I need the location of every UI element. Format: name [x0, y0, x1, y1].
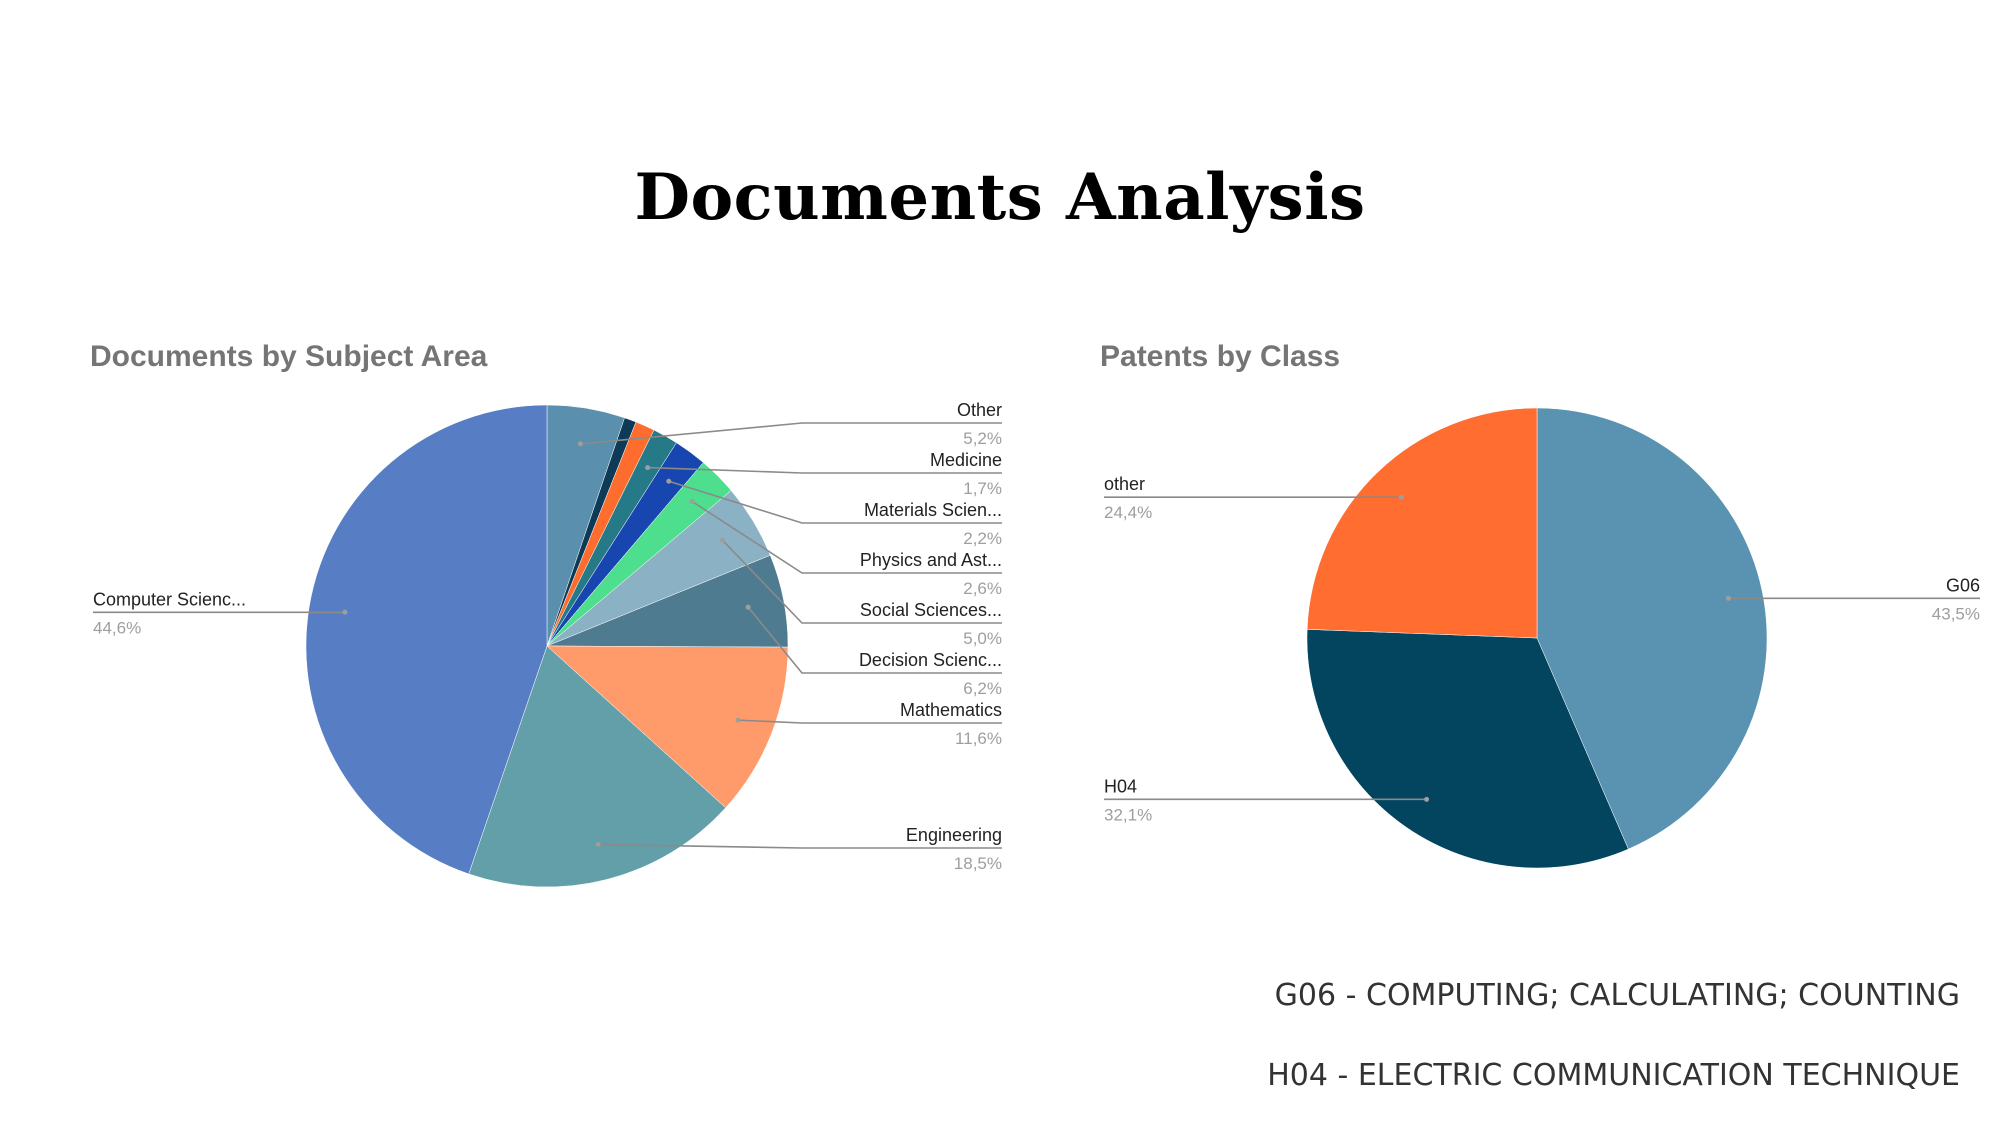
leader-dot-materials-scien	[666, 478, 672, 484]
slice-percent-medicine: 1,7%	[963, 479, 1002, 498]
leader-dot-medicine	[645, 465, 651, 471]
slice-percent-physics-and-ast: 2,6%	[963, 579, 1002, 598]
leader-dot-mathematics	[735, 717, 741, 723]
leader-dot-engineering	[595, 841, 601, 847]
patent-class-chart-title: Patents by Class	[1100, 340, 1341, 373]
slice-percent-engineering: 18,5%	[954, 854, 1002, 873]
legend-g06: G06 - COMPUTING; CALCULATING; COUNTING	[1274, 978, 1960, 1013]
subject-area-pie: Other 5,2% Medicine 1,7% Materials Scien... 2…	[93, 400, 1002, 888]
slice-percent-mathematics: 11,6%	[955, 729, 1002, 748]
slice-label-decision-scienc: Decision Scienc...	[859, 650, 1002, 670]
slice-percent-social-sciences: 5,0%	[963, 629, 1002, 648]
slice-label-materials-scien: Materials Scien...	[864, 500, 1002, 520]
leader-line-decision-scienc	[747, 606, 1002, 674]
leader-dot-decision-scienc	[745, 604, 751, 610]
leader-dot-g06	[1725, 595, 1731, 601]
pie-slice-subject-engineering	[468, 645, 727, 888]
leader-line-engineering	[598, 843, 1002, 849]
leader-line-mathematics	[737, 719, 1002, 724]
slice-percent-decision-scienc: 6,2%	[963, 679, 1002, 698]
leader-line-other	[580, 422, 1002, 445]
slice-percent-other: 5,2%	[963, 429, 1002, 448]
slice-percent-other: 24,4%	[1104, 503, 1152, 522]
slice-label-computer-scienc: Computer Scienc...	[93, 589, 246, 609]
leader-line-medicine	[647, 466, 1002, 474]
slice-percent-g06: 43,5%	[1932, 604, 1980, 623]
leader-dot-social-sciences	[719, 537, 725, 543]
slice-label-physics-and-ast: Physics and Ast...	[860, 550, 1002, 570]
slice-label-other: other	[1104, 474, 1145, 494]
subject-area-chart-title: Documents by Subject Area	[90, 340, 488, 373]
slice-label-h04: H04	[1104, 776, 1137, 796]
slice-label-engineering: Engineering	[906, 825, 1002, 845]
leader-dot-other	[1398, 494, 1404, 500]
leader-dot-h04	[1424, 796, 1430, 802]
patent-class-pie: G06 43,5% H04 32,1% other 24,4%	[1104, 407, 1980, 869]
leader-dot-computer-scienc	[342, 609, 348, 615]
page-title: Documents Analysis	[634, 160, 1366, 235]
leader-line-materials-scien	[668, 480, 1002, 524]
leader-line-physics-and-ast	[691, 500, 1002, 574]
slice-percent-computer-scienc: 44,6%	[93, 618, 141, 637]
legend-h04: H04 - ELECTRIC COMMUNICATION TECHNIQUE	[1267, 1058, 1960, 1093]
slice-label-medicine: Medicine	[930, 450, 1002, 470]
subject-area-chart: Documents by Subject Area Other 5,2% Medic…	[90, 340, 1050, 910]
leader-line-social-sciences	[721, 539, 1002, 624]
pie-slice-subject-mathematics	[546, 645, 789, 809]
patent-class-chart: Patents by Class G06 43,5% H04 32,1% other 24…	[1100, 340, 2000, 900]
slice-percent-materials-scien: 2,2%	[963, 529, 1002, 548]
pie-slice-subject-computer-scienc	[305, 404, 548, 875]
slice-label-g06: G06	[1946, 575, 1980, 595]
slice-label-other: Other	[957, 400, 1002, 420]
pie-slice-patent-g06	[1536, 407, 1768, 850]
slice-label-mathematics: Mathematics	[900, 700, 1002, 720]
pie-slice-patent-other	[1306, 407, 1538, 639]
leader-dot-physics-and-ast	[689, 498, 695, 504]
pie-slice-patent-h04	[1306, 629, 1629, 869]
slice-label-social-sciences: Social Sciences...	[860, 600, 1002, 620]
slice-percent-h04: 32,1%	[1104, 805, 1152, 824]
leader-dot-other	[577, 441, 583, 447]
